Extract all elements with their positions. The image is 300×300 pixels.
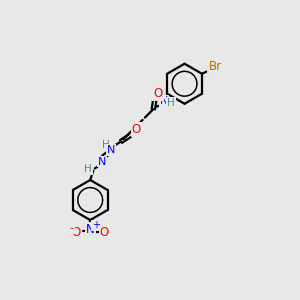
Text: N: N [86,223,94,236]
Text: N: N [107,145,115,155]
Text: O: O [132,123,141,136]
Text: H: H [102,140,110,150]
Text: Br: Br [208,60,221,73]
Text: O: O [99,226,109,239]
Text: O: O [72,226,81,239]
Text: H: H [84,164,92,174]
Text: -: - [70,223,74,233]
Text: N: N [160,96,168,106]
Text: O: O [153,87,163,100]
Text: N: N [98,157,106,166]
Text: H: H [167,98,175,108]
Text: +: + [92,220,100,230]
